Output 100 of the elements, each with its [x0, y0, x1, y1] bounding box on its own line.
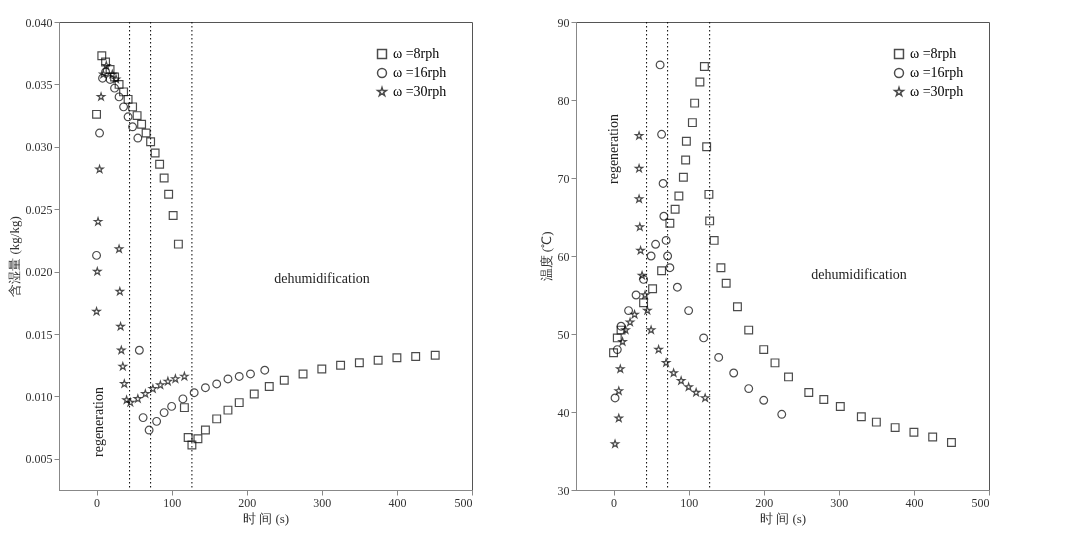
- point: [654, 345, 663, 354]
- point: [616, 364, 625, 373]
- point: [639, 274, 649, 284]
- point: [114, 79, 124, 89]
- point: [634, 194, 644, 203]
- point: [430, 350, 440, 360]
- legend-label: ω =30rph: [393, 84, 447, 99]
- point: [625, 317, 635, 327]
- point: [631, 290, 641, 300]
- point: [279, 375, 289, 385]
- y-tick-label: 0.005: [25, 452, 53, 467]
- point: [804, 388, 814, 397]
- point: [122, 395, 131, 404]
- y-tick-label: 0.015: [25, 327, 53, 342]
- point: [640, 290, 650, 299]
- point: [690, 98, 700, 108]
- point: [108, 69, 117, 79]
- point: [123, 94, 133, 104]
- point: [702, 142, 712, 152]
- legend-label: ω =16rph: [910, 65, 964, 80]
- point: [187, 440, 197, 450]
- point: [411, 351, 421, 361]
- point: [618, 337, 627, 346]
- point: [119, 87, 129, 97]
- point: [777, 409, 787, 419]
- point: [128, 102, 138, 112]
- point: [890, 423, 900, 433]
- point: [695, 77, 705, 87]
- point: [616, 325, 626, 335]
- point: [714, 352, 724, 362]
- point: [614, 413, 624, 422]
- point: [93, 217, 103, 226]
- point: [110, 83, 120, 93]
- point: [114, 92, 124, 102]
- point: [92, 109, 102, 119]
- point: [655, 60, 665, 70]
- point: [612, 333, 622, 343]
- point: [179, 403, 189, 413]
- x-tick-label: 500: [454, 495, 473, 510]
- point: [167, 401, 177, 411]
- y-tick-label: 0.040: [25, 15, 53, 30]
- point: [610, 439, 620, 448]
- point: [93, 267, 102, 276]
- point: [661, 235, 671, 245]
- point: [354, 358, 364, 368]
- point: [657, 129, 667, 139]
- legend-label: ω =8rph: [910, 46, 957, 61]
- point: [119, 102, 129, 112]
- x-axis-title: 时 间 (s): [242, 510, 290, 526]
- point: [189, 388, 199, 398]
- point: [658, 178, 668, 188]
- point: [681, 155, 691, 165]
- annotation: regeneration: [606, 114, 621, 184]
- point: [732, 302, 742, 312]
- point: [144, 425, 154, 435]
- point: [114, 244, 124, 253]
- point: [744, 325, 754, 335]
- y-tick-label: 0.035: [25, 77, 53, 92]
- point: [835, 402, 845, 412]
- y-tick-label: 0.010: [25, 389, 53, 404]
- y-tick-label: 60: [557, 249, 570, 264]
- point: [646, 325, 656, 334]
- point: [672, 282, 682, 292]
- point: [614, 386, 624, 395]
- point: [784, 372, 793, 382]
- point: [155, 159, 165, 169]
- legend-label: ω =16rph: [393, 65, 447, 80]
- y-tick-label: 30: [557, 483, 570, 498]
- point: [676, 376, 686, 385]
- point: [150, 148, 160, 158]
- point: [126, 398, 135, 407]
- point: [946, 437, 956, 447]
- point: [98, 73, 108, 83]
- point: [97, 51, 107, 61]
- x-tick-label: 200: [238, 495, 257, 510]
- x-tick-label: 300: [313, 495, 332, 510]
- point: [133, 394, 143, 403]
- point: [684, 382, 693, 391]
- point: [669, 368, 678, 377]
- y-tick-label: 50: [557, 327, 570, 342]
- annotation: dehumidification: [274, 271, 370, 286]
- point: [373, 355, 383, 365]
- x-tick-label: 100: [163, 495, 182, 510]
- point: [624, 306, 634, 316]
- point: [234, 398, 244, 408]
- point: [336, 360, 346, 370]
- point: [133, 133, 143, 143]
- annotation: dehumidification: [811, 267, 907, 282]
- point: [665, 263, 675, 273]
- point: [700, 393, 710, 402]
- legend-label: ω =30rph: [910, 84, 964, 99]
- point: [92, 250, 102, 260]
- point: [744, 384, 754, 394]
- point: [92, 307, 101, 316]
- point: [759, 395, 769, 405]
- point: [134, 345, 144, 355]
- x-tick-label: 500: [971, 495, 990, 510]
- x-tick-label: 0: [94, 495, 101, 510]
- point: [705, 216, 715, 226]
- point: [646, 251, 656, 261]
